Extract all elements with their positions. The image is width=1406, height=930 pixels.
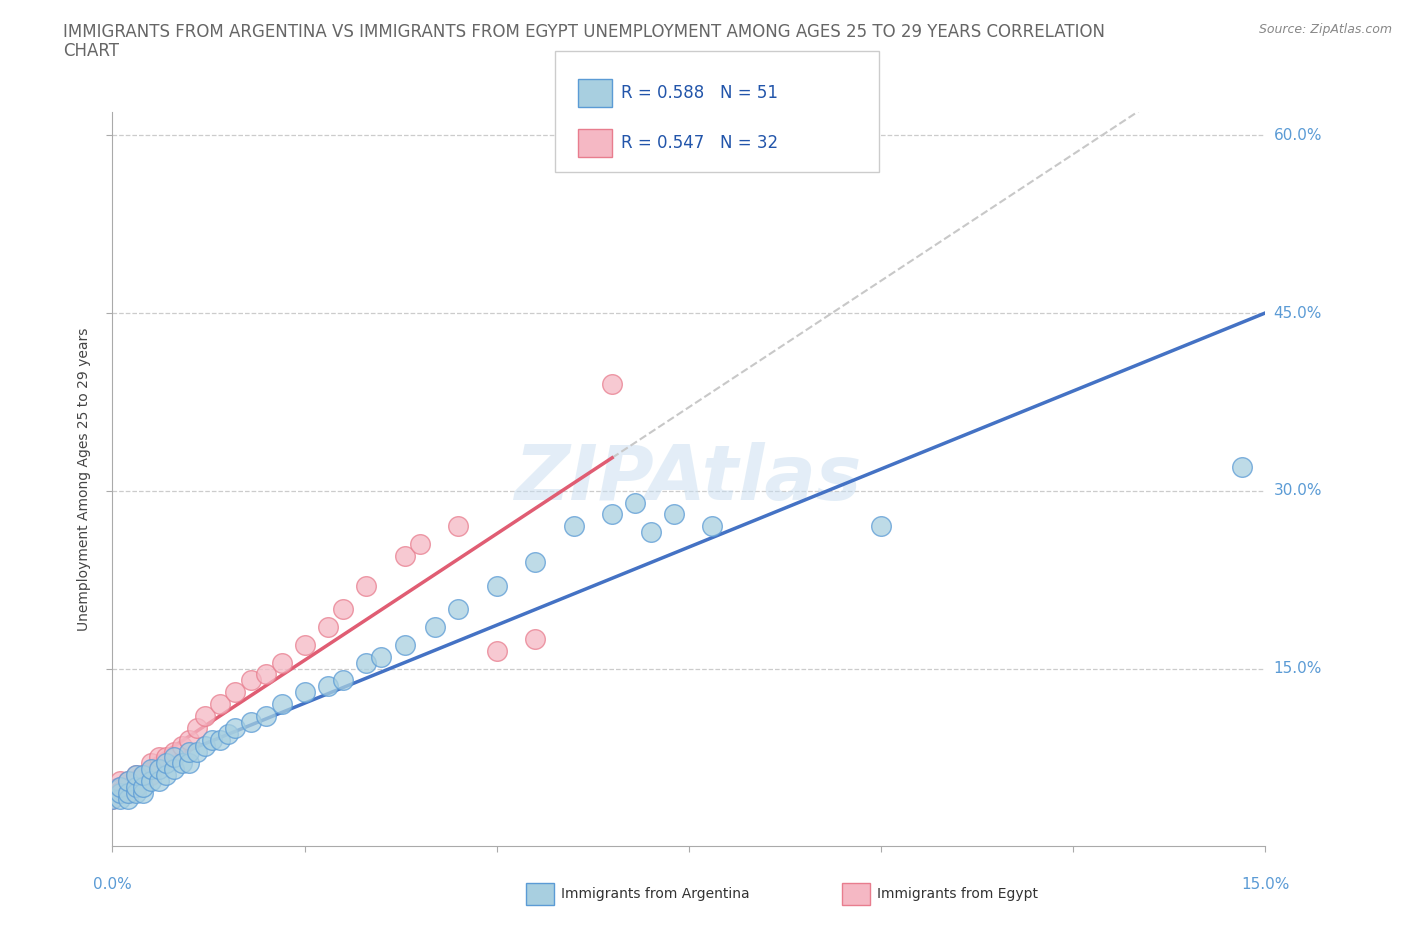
Point xyxy=(209,732,232,747)
Point xyxy=(870,519,893,534)
Point xyxy=(332,602,354,617)
Point xyxy=(139,768,162,783)
Point xyxy=(148,750,170,764)
Point xyxy=(179,744,201,759)
Text: 15.0%: 15.0% xyxy=(1274,661,1322,676)
Point xyxy=(640,525,662,539)
Point xyxy=(370,649,392,664)
Point xyxy=(270,655,292,670)
Point xyxy=(163,744,186,759)
Point xyxy=(354,578,377,593)
Point xyxy=(254,667,277,682)
Point xyxy=(254,709,277,724)
Point xyxy=(294,637,316,652)
Point xyxy=(447,519,470,534)
Point xyxy=(139,774,162,789)
Point xyxy=(600,377,623,392)
Point xyxy=(101,791,124,806)
Point xyxy=(108,791,131,806)
Point xyxy=(1232,459,1254,474)
Text: 60.0%: 60.0% xyxy=(1274,127,1322,143)
Point xyxy=(139,756,162,771)
Point xyxy=(124,779,146,794)
Point xyxy=(108,786,131,801)
Point xyxy=(163,750,186,764)
Point xyxy=(117,774,139,789)
Point xyxy=(239,714,262,729)
Point xyxy=(132,779,155,794)
Point xyxy=(179,756,201,771)
Point xyxy=(186,721,208,736)
Text: R = 0.588   N = 51: R = 0.588 N = 51 xyxy=(621,84,779,101)
Point xyxy=(124,768,146,783)
Text: Immigrants from Egypt: Immigrants from Egypt xyxy=(877,886,1039,901)
Point xyxy=(485,578,508,593)
Point xyxy=(124,779,146,794)
Point xyxy=(447,602,470,617)
Point xyxy=(124,786,146,801)
Point xyxy=(224,721,246,736)
Point xyxy=(700,519,723,534)
Point xyxy=(108,774,131,789)
Y-axis label: Unemployment Among Ages 25 to 29 years: Unemployment Among Ages 25 to 29 years xyxy=(77,327,91,631)
Text: IMMIGRANTS FROM ARGENTINA VS IMMIGRANTS FROM EGYPT UNEMPLOYMENT AMONG AGES 25 TO: IMMIGRANTS FROM ARGENTINA VS IMMIGRANTS … xyxy=(63,23,1105,41)
Point xyxy=(139,762,162,777)
Point xyxy=(624,495,647,510)
Text: 45.0%: 45.0% xyxy=(1274,306,1322,321)
Point xyxy=(194,709,217,724)
Point xyxy=(148,774,170,789)
Text: 15.0%: 15.0% xyxy=(1241,877,1289,892)
Point xyxy=(294,684,316,699)
Point xyxy=(524,631,547,646)
Point xyxy=(600,507,623,522)
Point xyxy=(332,673,354,688)
Point xyxy=(101,791,124,806)
Point xyxy=(155,750,177,764)
Text: 30.0%: 30.0% xyxy=(1274,484,1322,498)
Point xyxy=(662,507,685,522)
Point xyxy=(394,549,416,564)
Point xyxy=(316,619,339,634)
Point xyxy=(394,637,416,652)
Point xyxy=(201,732,224,747)
Point xyxy=(170,756,193,771)
Point xyxy=(485,644,508,658)
Point xyxy=(117,786,139,801)
Point xyxy=(148,762,170,777)
Point xyxy=(224,684,246,699)
Point xyxy=(117,791,139,806)
Point xyxy=(270,697,292,711)
Point xyxy=(108,779,131,794)
Point xyxy=(524,554,547,569)
Point xyxy=(354,655,377,670)
Point xyxy=(239,673,262,688)
Point xyxy=(155,756,177,771)
Point xyxy=(179,732,201,747)
Point xyxy=(209,697,232,711)
Point xyxy=(132,786,155,801)
Point xyxy=(409,537,432,551)
Point xyxy=(155,768,177,783)
Point xyxy=(132,768,155,783)
Text: Immigrants from Argentina: Immigrants from Argentina xyxy=(561,886,749,901)
Point xyxy=(316,679,339,694)
Point xyxy=(170,738,193,753)
Point xyxy=(194,738,217,753)
Point xyxy=(163,762,186,777)
Point xyxy=(425,619,447,634)
Point xyxy=(132,768,155,783)
Text: ZIPAtlas: ZIPAtlas xyxy=(515,442,863,516)
Text: Source: ZipAtlas.com: Source: ZipAtlas.com xyxy=(1258,23,1392,36)
Point xyxy=(117,786,139,801)
Point xyxy=(117,774,139,789)
Point xyxy=(186,744,208,759)
Text: 0.0%: 0.0% xyxy=(93,877,132,892)
Point xyxy=(124,768,146,783)
Point xyxy=(217,726,239,741)
Text: CHART: CHART xyxy=(63,42,120,60)
Point xyxy=(108,786,131,801)
Point xyxy=(562,519,585,534)
Text: R = 0.547   N = 32: R = 0.547 N = 32 xyxy=(621,134,779,152)
